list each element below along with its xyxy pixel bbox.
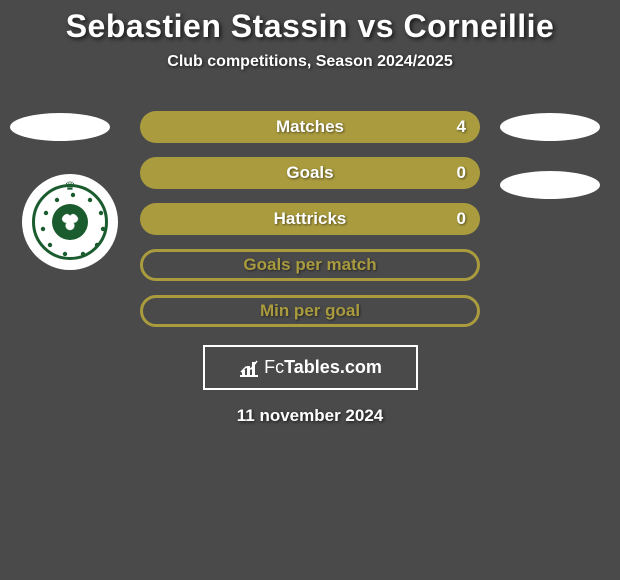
brand-text: FcTables.com — [264, 357, 382, 378]
stat-bar: Goals 0 — [140, 157, 480, 189]
page-title: Sebastien Stassin vs Corneillie — [0, 8, 620, 45]
stat-label: Hattricks — [274, 209, 347, 229]
right-ellipse — [500, 113, 600, 141]
stat-label: Goals per match — [243, 255, 376, 275]
stat-label: Matches — [276, 117, 344, 137]
crest-dots-icon — [35, 187, 111, 263]
brand-main: Tables.com — [284, 357, 382, 377]
stat-row: Min per goal — [0, 295, 620, 327]
stat-bar: Matches 4 — [140, 111, 480, 143]
stat-bar: Min per goal — [140, 295, 480, 327]
club-crest: ♛ — [22, 174, 118, 270]
crest-ring: ♛ — [32, 184, 108, 260]
date-text: 11 november 2024 — [0, 406, 620, 426]
brand-box: FcTables.com — [203, 345, 418, 390]
stat-bar: Hattricks 0 — [140, 203, 480, 235]
stat-value: 4 — [457, 117, 466, 137]
brand-prefix: Fc — [264, 357, 284, 377]
stat-row: Matches 4 — [0, 111, 620, 143]
chart-icon — [238, 358, 260, 378]
stat-bar: Goals per match — [140, 249, 480, 281]
stat-label: Min per goal — [260, 301, 360, 321]
stat-value: 0 — [457, 163, 466, 183]
right-ellipse — [500, 171, 600, 199]
stat-value: 0 — [457, 209, 466, 229]
stat-label: Goals — [286, 163, 333, 183]
subtitle: Club competitions, Season 2024/2025 — [0, 53, 620, 71]
left-ellipse — [10, 113, 110, 141]
